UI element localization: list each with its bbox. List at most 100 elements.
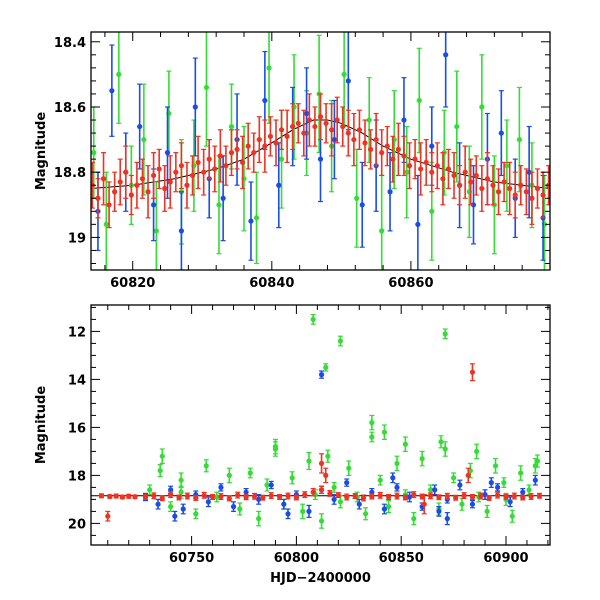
point-marker <box>465 472 471 478</box>
point-marker <box>203 463 209 469</box>
point-marker <box>276 182 282 188</box>
data-point <box>300 503 306 520</box>
data-point <box>511 492 517 500</box>
point-marker <box>415 221 421 227</box>
point-marker <box>379 228 385 234</box>
data-point <box>532 458 538 474</box>
data-point <box>479 54 485 160</box>
data-point <box>193 494 199 501</box>
point-marker <box>484 508 490 514</box>
point-marker <box>438 439 444 445</box>
data-point <box>436 494 442 501</box>
data-point <box>520 494 526 501</box>
data-point <box>373 112 379 167</box>
point-marker <box>267 133 274 139</box>
point-marker <box>176 494 182 501</box>
point-marker <box>201 492 207 498</box>
data-point <box>306 93 312 147</box>
point-marker <box>404 169 410 175</box>
data-point <box>268 492 274 500</box>
data-point <box>495 168 502 216</box>
point-marker <box>345 78 351 84</box>
point-marker <box>356 127 363 133</box>
data-point <box>418 142 424 196</box>
point-marker <box>151 493 157 499</box>
point-marker <box>281 501 287 507</box>
data-point <box>484 152 491 206</box>
point-marker <box>384 143 390 149</box>
data-point <box>394 483 400 492</box>
data-point <box>156 148 162 190</box>
point-marker <box>137 123 143 130</box>
point-marker <box>178 477 184 483</box>
point-marker <box>482 492 488 498</box>
data-point <box>528 493 534 500</box>
data-point <box>285 492 291 500</box>
point-marker <box>453 495 459 501</box>
data-point <box>278 109 285 150</box>
point-marker <box>168 492 174 498</box>
data-point <box>119 494 126 500</box>
point-marker <box>495 492 501 498</box>
data-point <box>340 106 346 147</box>
data-point <box>362 119 368 167</box>
data-point <box>395 122 401 177</box>
point-marker <box>427 487 434 493</box>
data-point <box>453 494 459 501</box>
point-marker <box>369 489 375 495</box>
point-marker <box>126 493 132 499</box>
data-point <box>318 453 325 474</box>
data-point <box>377 491 383 499</box>
point-marker <box>387 189 393 195</box>
data-point <box>369 493 375 500</box>
point-marker <box>334 117 340 123</box>
point-marker <box>155 501 161 507</box>
point-marker <box>462 169 468 175</box>
series-3 <box>98 363 543 522</box>
point-marker <box>237 506 243 512</box>
data-point <box>184 492 191 500</box>
data-point <box>178 191 185 270</box>
data-point <box>329 103 335 157</box>
point-marker <box>443 52 449 58</box>
data-point <box>172 510 178 522</box>
data-point <box>504 119 510 212</box>
data-point <box>216 155 222 255</box>
point-marker <box>362 511 369 517</box>
point-marker <box>394 493 400 499</box>
data-point <box>164 106 171 199</box>
data-point <box>427 492 434 500</box>
data-point <box>168 501 174 512</box>
point-marker <box>157 468 163 474</box>
point-marker <box>301 130 307 136</box>
point-marker <box>195 159 201 166</box>
point-marker <box>377 492 383 498</box>
data-point <box>470 165 477 245</box>
data-point <box>139 158 146 199</box>
data-point <box>344 493 350 501</box>
point-marker <box>432 487 438 493</box>
point-marker <box>159 453 165 459</box>
data-point <box>438 435 444 449</box>
point-marker <box>113 493 119 499</box>
point-marker <box>168 504 174 510</box>
data-point <box>443 32 449 108</box>
data-point <box>228 129 235 177</box>
data-point <box>362 507 369 521</box>
point-marker <box>273 140 279 146</box>
data-point <box>106 181 112 229</box>
point-marker <box>153 228 159 234</box>
point-marker <box>511 493 517 499</box>
point-marker <box>295 120 301 126</box>
point-marker <box>486 495 492 501</box>
data-point <box>289 471 295 485</box>
point-marker <box>470 202 477 208</box>
data-point <box>526 484 532 496</box>
data-point <box>318 513 325 529</box>
data-point <box>267 116 274 157</box>
point-marker <box>337 338 344 344</box>
point-marker <box>340 123 346 130</box>
x-tick-label: 60850 <box>379 551 424 566</box>
